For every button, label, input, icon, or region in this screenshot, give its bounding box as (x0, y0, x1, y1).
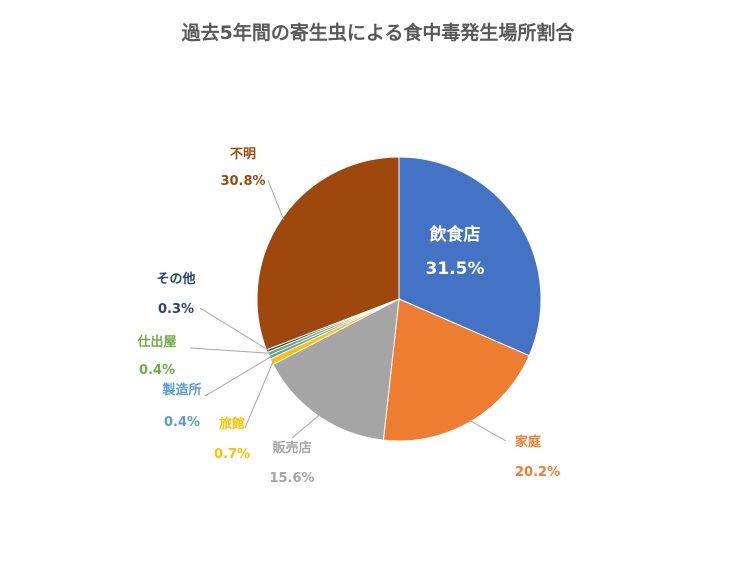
slice-label-6: 仕出屋 (136, 334, 176, 350)
leader-line-2 (468, 419, 507, 442)
chart-title: 過去5年間の寄生虫による食中毒発生場所割合 (182, 21, 576, 44)
leader-line-3 (291, 414, 321, 439)
slice-label-7: その他 (156, 271, 195, 287)
slice-label-2: 家庭 (515, 434, 542, 450)
leader-line-6 (189, 347, 270, 354)
slice-labels: 飲食店 31.5% 家庭 20.2% 販売店 15.6% 旅館 0.7% 製造所 0.4% 仕出屋 0… (136, 147, 560, 486)
pie-slice-2 (382, 298, 530, 442)
leader-line-4 (244, 360, 274, 429)
leader-line-8 (267, 179, 285, 220)
slice-value-4: 0.7% (214, 447, 250, 462)
slice-value-1: 31.5% (426, 259, 485, 279)
leader-line-5 (204, 356, 272, 397)
slice-label-8: 不明 (230, 147, 256, 162)
slice-value-2: 20.2% (515, 465, 560, 480)
pie-slices (256, 156, 542, 442)
slice-label-3: 販売店 (272, 440, 311, 456)
pie-slice-3 (272, 298, 400, 441)
slice-value-6: 0.4% (139, 363, 175, 378)
slice-value-3: 15.6% (269, 471, 314, 486)
leader-line-7 (199, 307, 270, 351)
slice-label-4: 旅館 (219, 416, 245, 432)
slice-label-1: 飲食店 (429, 224, 481, 245)
slice-label-5: 製造所 (161, 382, 201, 398)
slice-value-8: 30.8% (220, 174, 265, 189)
pie-slice-1 (398, 156, 542, 357)
leader-lines (189, 179, 507, 442)
slice-value-7: 0.3% (158, 302, 194, 317)
slice-value-5: 0.4% (164, 415, 200, 430)
pie-slice-8 (256, 156, 400, 351)
